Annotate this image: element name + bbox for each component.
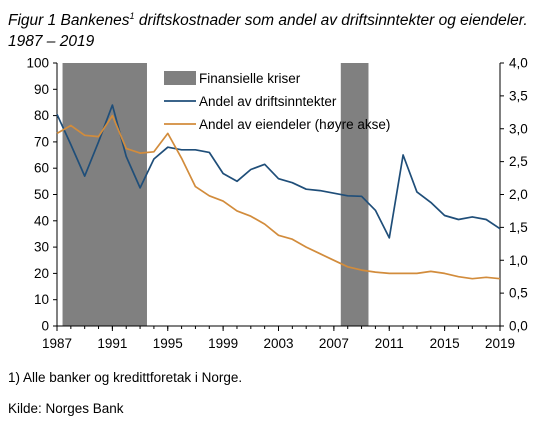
legend-label-2: Andel av driftsinntekter xyxy=(199,94,337,109)
y-left-tick-label: 60 xyxy=(34,161,49,176)
crisis-band-1 xyxy=(62,63,147,326)
x-tick-label: 2015 xyxy=(430,336,460,351)
legend-label-3: Andel av eiendeler (høyre akse) xyxy=(199,117,390,132)
y-right-tick-label: 0,5 xyxy=(509,286,528,301)
x-tick-label: 2011 xyxy=(375,336,404,351)
x-tick-label: 2007 xyxy=(319,336,349,351)
y-left-tick-label: 50 xyxy=(34,187,49,202)
x-tick-label: 2003 xyxy=(263,336,293,351)
crisis-band-2 xyxy=(340,63,369,326)
chart-axes: 0 10 20 30 40 50 60 70 80 90 100 0,0 0,5 1,0 1,5 2,0 2,5… xyxy=(26,56,527,352)
x-tick-label: 2019 xyxy=(485,336,515,351)
chart-title: Figur 1 Bankenes1 driftskostnader som an… xyxy=(8,6,538,52)
crisis-bands xyxy=(62,63,369,326)
chart-legend: Finansielle kriser Andel av driftsinntekt… xyxy=(164,71,390,132)
x-tick-label: 1991 xyxy=(97,336,127,351)
y-right-tick-label: 3,5 xyxy=(509,88,528,103)
y-right-tick-label: 0,0 xyxy=(509,319,528,334)
y-right-tick-label: 2,5 xyxy=(509,154,528,169)
y-left-tick-label: 100 xyxy=(26,56,49,71)
y-right-tick-label: 1,0 xyxy=(509,253,528,268)
legend-swatch-crisis xyxy=(164,71,196,85)
chart-svg: 0 10 20 30 40 50 60 70 80 90 100 0,0 0,5 1,0 1,5 2,0 2,5… xyxy=(26,56,527,352)
title-prefix: Figur 1 Bankenes xyxy=(8,12,130,29)
y-left-tick-label: 30 xyxy=(34,240,49,255)
series-line-eiendeler xyxy=(56,114,501,280)
series-line-driftsinntekter xyxy=(56,104,501,239)
y-left-tick-label: 0 xyxy=(41,319,49,334)
chart-series xyxy=(56,104,501,280)
x-tick-label: 1987 xyxy=(42,336,72,351)
y-left-tick-label: 20 xyxy=(34,266,49,281)
title-footnote-marker: 1 xyxy=(129,11,135,21)
y-left-tick-label: 90 xyxy=(34,82,49,97)
y-left-tick-label: 80 xyxy=(34,108,49,123)
y-left-tick-label: 70 xyxy=(34,134,49,149)
x-tick-label: 1995 xyxy=(153,336,183,351)
title-rest: driftskostnader som andel av driftsinnte… xyxy=(8,12,528,50)
x-tick-label: 1999 xyxy=(208,336,238,351)
y-left-tick-label: 10 xyxy=(34,292,49,307)
source-note: Kilde: Norges Bank xyxy=(8,401,124,416)
y-right-tick-label: 4,0 xyxy=(509,56,528,71)
footnote: 1) Alle banker og kredittforetak i Norge… xyxy=(8,370,243,385)
y-right-tick-label: 3,0 xyxy=(509,121,528,136)
legend-label-1: Finansielle kriser xyxy=(199,71,301,86)
y-left-tick-label: 40 xyxy=(34,213,49,228)
y-right-tick-label: 2,0 xyxy=(509,187,528,202)
y-right-tick-label: 1,5 xyxy=(509,220,528,235)
